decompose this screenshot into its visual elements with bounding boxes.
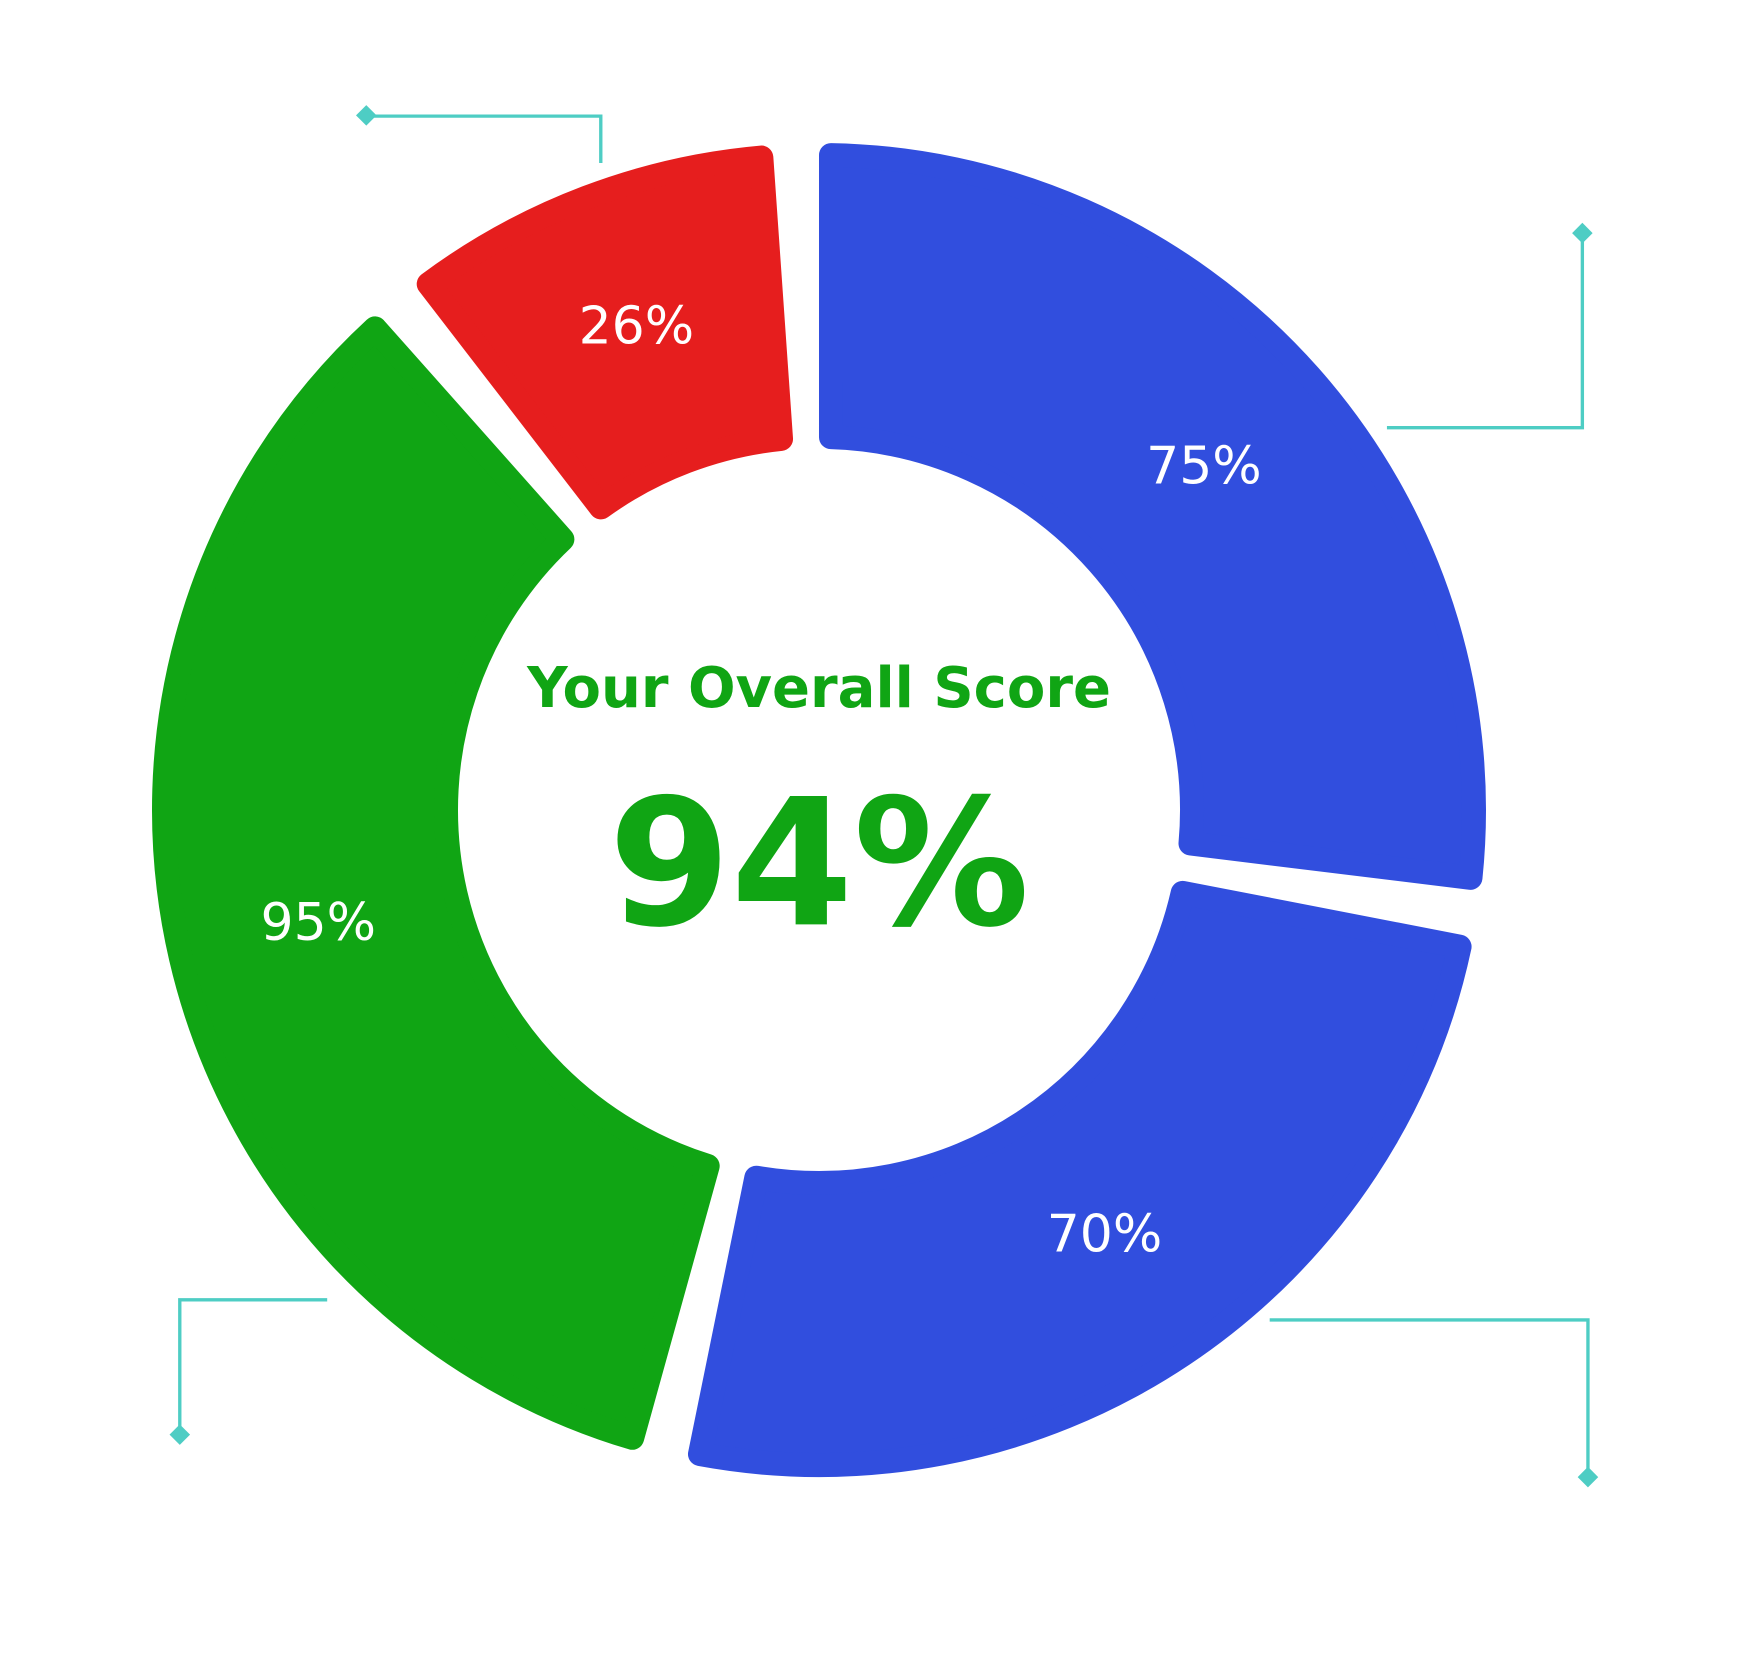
diamond	[1572, 222, 1593, 244]
segment-label: 70%	[1047, 1204, 1163, 1264]
segment	[416, 145, 794, 520]
segment	[818, 143, 1486, 890]
connector-line	[1269, 1318, 1590, 1477]
connector-line	[366, 114, 603, 164]
diamond	[169, 1424, 191, 1445]
segment-label: 75%	[1146, 436, 1262, 496]
segment	[687, 880, 1472, 1477]
segment-label: 26%	[579, 297, 695, 357]
segment-label: 95%	[260, 893, 376, 953]
diamond	[1577, 1466, 1599, 1488]
connector-line	[1386, 232, 1585, 430]
donut: 75% 70% 95% 26%	[152, 143, 1486, 1477]
overall-score: 94%	[608, 761, 1029, 966]
chart-title: Your Overall Score	[526, 656, 1111, 721]
diamond	[356, 105, 377, 126]
segment	[152, 316, 720, 1450]
decorations	[169, 105, 1599, 1488]
connector-line	[178, 1298, 328, 1434]
